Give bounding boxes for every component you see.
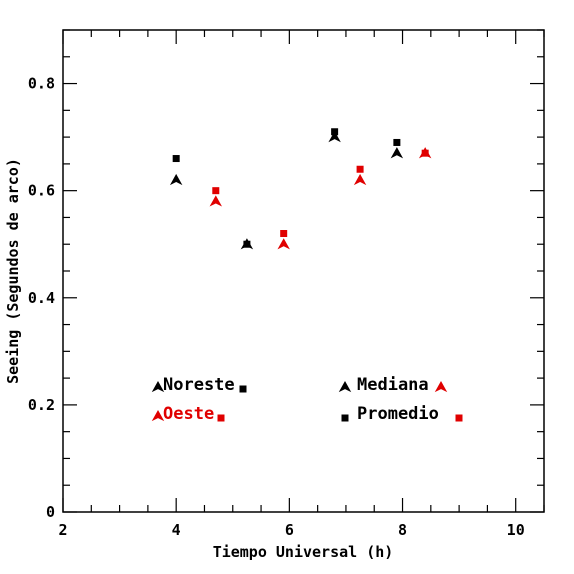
data-point-triangle <box>209 195 223 207</box>
axis-ticks <box>62 29 545 513</box>
x-tick-label: 8 <box>398 521 407 539</box>
x-tick-label: 2 <box>58 521 67 539</box>
legend-label-mediana: Mediana <box>357 375 429 395</box>
data-point-triangle <box>277 238 290 250</box>
data-point-square <box>356 165 364 173</box>
x-tick-label: 6 <box>285 521 294 539</box>
legend-marker-mediana-red <box>434 380 448 393</box>
data-points <box>169 128 432 250</box>
legend-marker-promedio-red <box>455 414 463 422</box>
data-point-square <box>172 155 180 163</box>
data-point-triangle <box>328 131 341 143</box>
legend-label-noreste: Noreste <box>163 375 235 395</box>
y-tick-label: 0.4 <box>28 289 55 307</box>
data-point-triangle <box>390 147 404 159</box>
data-point-square <box>393 138 401 146</box>
data-point-square <box>280 230 288 238</box>
x-axis-title: Tiempo Universal (h) <box>213 543 394 561</box>
axis-tick-labels: 2 4 6 8 10 0 0.2 0.4 0.6 0.8 <box>28 75 525 539</box>
data-point-triangle <box>353 173 367 186</box>
y-tick-label: 0 <box>46 503 55 521</box>
legend-marker-noreste-mediana <box>151 380 165 393</box>
legend-label-oeste: Oeste <box>163 404 214 424</box>
legend-marker-oeste-promedio <box>217 414 225 422</box>
legend-marker-oeste-mediana <box>151 409 165 422</box>
data-point-square <box>421 149 429 157</box>
data-point-square <box>212 187 220 195</box>
legend-label-promedio: Promedio <box>357 404 439 424</box>
x-tick-label: 10 <box>507 521 525 539</box>
x-tick-label: 4 <box>172 521 181 539</box>
y-tick-label: 0.8 <box>28 75 55 93</box>
legend: Noreste Oeste Mediana Promedio <box>151 375 463 424</box>
data-point-square <box>243 240 251 248</box>
y-tick-label: 0.6 <box>28 182 55 200</box>
y-axis-title: Seeing (Segundos de arco) <box>4 158 22 384</box>
legend-marker-mediana-black <box>338 380 352 393</box>
data-point-square <box>331 128 339 136</box>
data-point-triangle <box>169 173 183 186</box>
plot-frame <box>62 29 545 513</box>
y-tick-label: 0.2 <box>28 396 55 414</box>
legend-marker-promedio-black <box>341 414 349 422</box>
legend-marker-noreste-promedio <box>239 385 247 393</box>
